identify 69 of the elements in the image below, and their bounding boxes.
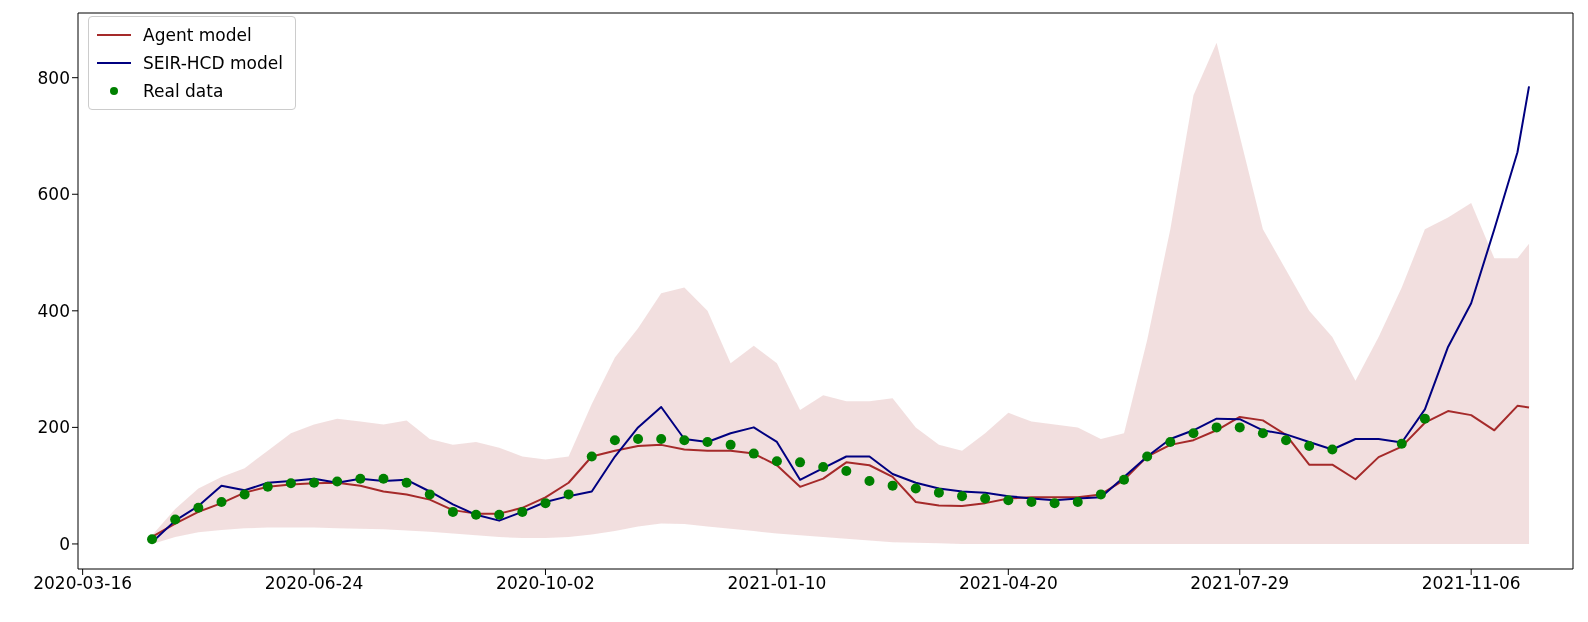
point: [1072, 496, 1083, 507]
point: [771, 456, 782, 467]
point: [355, 473, 366, 484]
x-tick-label: 2020-10-02: [496, 573, 595, 594]
legend-label: Agent model: [143, 24, 252, 47]
point: [864, 476, 875, 486]
x-tick-label: 2020-06-24: [264, 573, 364, 594]
point: [170, 514, 181, 525]
point: [1257, 428, 1268, 439]
point: [1211, 422, 1222, 433]
point: [147, 534, 158, 545]
point: [1119, 474, 1130, 485]
point: [563, 489, 574, 500]
point: [332, 476, 343, 487]
point: [1419, 413, 1430, 424]
point: [586, 451, 597, 462]
point: [933, 487, 944, 498]
point: [424, 489, 435, 500]
point: [471, 509, 482, 520]
point: [1304, 441, 1315, 452]
point: [216, 496, 227, 507]
point: [1003, 495, 1014, 506]
point: [239, 489, 250, 500]
point: [679, 435, 690, 446]
point: [309, 477, 320, 488]
point: [748, 448, 759, 459]
point: [447, 506, 458, 517]
point: [841, 466, 852, 477]
point: [193, 502, 204, 513]
point: [262, 481, 273, 492]
point: [1281, 435, 1292, 446]
point: [910, 483, 921, 494]
point: [285, 478, 296, 489]
point: [1165, 436, 1176, 447]
point: [1234, 422, 1245, 433]
x-tick-label: 2021-01-10: [727, 573, 827, 594]
point: [818, 462, 829, 473]
point: [609, 435, 620, 446]
point: [1095, 489, 1106, 500]
point: [1188, 428, 1199, 439]
point: [725, 439, 736, 450]
point: [494, 509, 505, 520]
point: [1049, 498, 1060, 509]
x-tick-label: 2021-04-20: [958, 573, 1058, 594]
legend-label: SEIR-HCD model: [143, 52, 283, 75]
x-tick-label: 2020-03-16: [33, 573, 133, 594]
y-tick-label: 200: [37, 417, 70, 438]
point: [1396, 438, 1407, 449]
point: [401, 477, 412, 488]
point: [656, 434, 667, 445]
point: [540, 498, 551, 509]
point: [1026, 496, 1037, 507]
point: [702, 436, 713, 447]
y-tick-label: 400: [37, 300, 70, 321]
point: [378, 473, 389, 484]
point: [795, 457, 806, 468]
y-tick-label: 800: [37, 67, 70, 88]
point: [957, 491, 968, 502]
point: [1142, 451, 1153, 462]
point: [887, 480, 898, 491]
point: [980, 493, 991, 504]
x-tick-label: 2021-11-06: [1421, 573, 1521, 594]
y-tick-label: 600: [37, 184, 70, 205]
legend-label: Real data: [143, 80, 224, 103]
point: [517, 506, 528, 517]
y-tick-label: 0: [59, 533, 70, 554]
x-tick-label: 2021-07-29: [1190, 573, 1290, 594]
point: [1327, 444, 1338, 455]
point: [633, 434, 644, 445]
